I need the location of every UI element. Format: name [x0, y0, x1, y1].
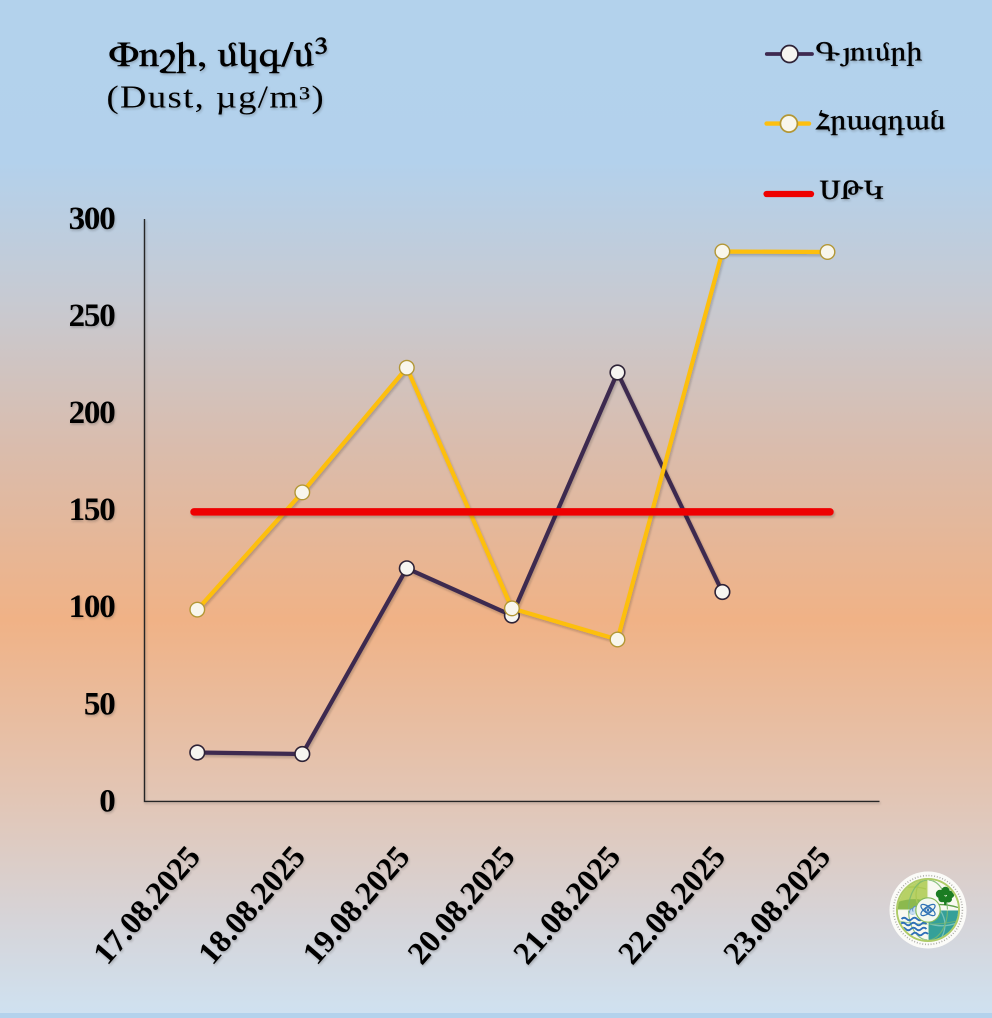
svg-text:200: 200	[69, 395, 116, 431]
svg-text:300: 300	[69, 201, 116, 237]
svg-text:18.08.2025: 18.08.2025	[190, 838, 312, 970]
svg-text:22.08.2025: 22.08.2025	[611, 838, 733, 970]
svg-text:23.08.2025: 23.08.2025	[716, 838, 838, 970]
svg-text:21.08.2025: 21.08.2025	[506, 838, 628, 970]
svg-text:150: 150	[69, 492, 116, 528]
svg-text:17.08.2025: 17.08.2025	[85, 838, 207, 970]
svg-text:19.08.2025: 19.08.2025	[295, 838, 417, 970]
svg-text:100: 100	[69, 589, 116, 625]
svg-text:20.08.2025: 20.08.2025	[400, 838, 522, 970]
svg-text:50: 50	[84, 686, 115, 722]
svg-text:(Dust, µg/m³): (Dust, µg/m³)	[107, 81, 326, 115]
svg-text:0: 0	[99, 783, 115, 819]
svg-text:250: 250	[69, 298, 116, 334]
